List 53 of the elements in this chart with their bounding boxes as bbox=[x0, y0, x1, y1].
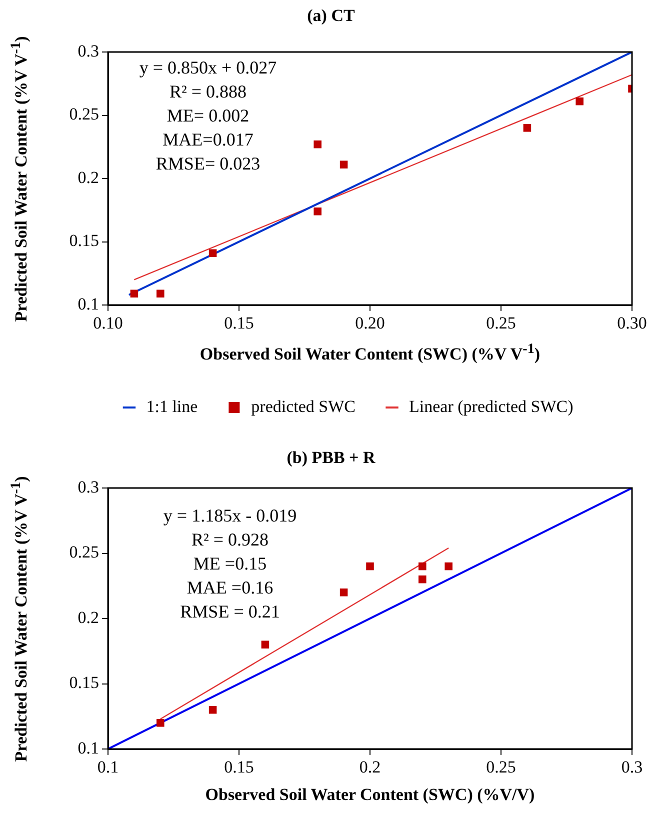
point bbox=[314, 140, 322, 148]
point bbox=[340, 588, 348, 596]
point bbox=[444, 562, 452, 570]
point bbox=[130, 290, 138, 298]
point bbox=[314, 208, 322, 216]
x-tick-label: 0.10 bbox=[93, 314, 123, 333]
x-tick-label: 0.2 bbox=[359, 758, 381, 777]
y-tick-label: 0.1 bbox=[78, 738, 99, 758]
legend-label: 1:1 line bbox=[146, 396, 198, 416]
annotation: ME= 0.002 bbox=[166, 106, 250, 126]
legend-label: Linear (predicted SWC) bbox=[409, 396, 574, 416]
y-tick-label: 0.15 bbox=[69, 231, 99, 250]
x-tick-label: 0.30 bbox=[617, 314, 647, 333]
point bbox=[366, 562, 374, 570]
point bbox=[340, 160, 348, 168]
point bbox=[156, 290, 164, 298]
x-tick-label: 0.25 bbox=[486, 758, 516, 777]
annotation: y = 1.185x - 0.019 bbox=[163, 506, 297, 526]
chart-title: (b) PBB + R bbox=[286, 448, 376, 468]
annotation: y = 0.850x + 0.027 bbox=[139, 58, 277, 78]
y-tick-label: 0.25 bbox=[69, 542, 99, 562]
x-axis-title: Observed Soil Water Content (SWC) (%V V$^{-1}$) bbox=[198, 341, 542, 365]
point bbox=[418, 562, 426, 570]
y-tick-label: 0.3 bbox=[78, 477, 99, 496]
annotation: RMSE = 0.21 bbox=[180, 602, 280, 622]
x-tick-label: 0.15 bbox=[224, 758, 254, 777]
point bbox=[261, 640, 270, 648]
legend-label: predicted SWC bbox=[251, 396, 356, 416]
x-tick-label: 0.15 bbox=[224, 314, 254, 333]
x-tick-label: 0.20 bbox=[355, 314, 385, 333]
x-axis-title: Observed Soil Water Content (SWC) (%V/V) bbox=[204, 785, 536, 805]
annotation: RMSE= 0.023 bbox=[156, 154, 260, 174]
chart-title: (a) CT bbox=[306, 6, 356, 26]
annotation: MAE=0.017 bbox=[162, 130, 254, 150]
annotation: R² = 0.928 bbox=[191, 530, 269, 550]
annotation: ME =0.15 bbox=[193, 554, 267, 574]
y-tick-label: 0.3 bbox=[78, 41, 99, 60]
y-tick-label: 0.25 bbox=[69, 104, 99, 124]
point bbox=[418, 575, 426, 584]
annotation: MAE =0.16 bbox=[186, 578, 274, 598]
y-tick-label: 0.2 bbox=[78, 168, 99, 187]
x-tick-label: 0.3 bbox=[621, 758, 643, 777]
point bbox=[208, 249, 217, 258]
point bbox=[576, 97, 584, 106]
y-tick-label: 0.2 bbox=[78, 608, 99, 627]
x-tick-label: 0.25 bbox=[486, 314, 516, 333]
y-tick-label: 0.15 bbox=[69, 673, 99, 692]
point bbox=[208, 706, 217, 714]
x-tick-label: 0.1 bbox=[97, 758, 119, 777]
y-tick-label: 0.1 bbox=[78, 294, 99, 314]
point bbox=[523, 124, 532, 132]
annotation: R² = 0.888 bbox=[169, 82, 247, 102]
point bbox=[156, 719, 164, 727]
